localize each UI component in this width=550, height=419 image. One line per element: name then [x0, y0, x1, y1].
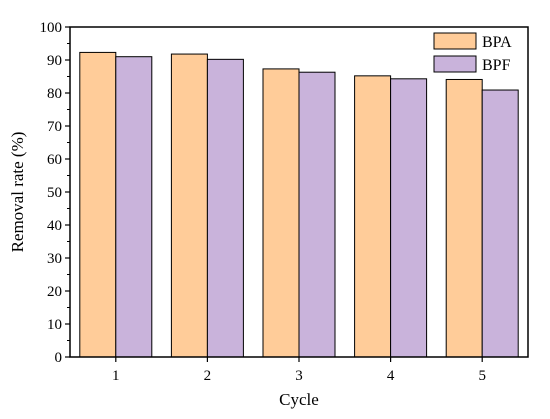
x-tick-label: 2	[204, 368, 212, 384]
y-axis: 0 10 20 30 40 50 60 70 80 90 100	[40, 20, 70, 366]
y-tick-label: 40	[47, 218, 62, 234]
y-axis-label: Removal rate (%)	[8, 132, 27, 253]
bar-bpa-cycle-1	[79, 51, 117, 358]
x-axis: 1 2 3 4 5	[112, 357, 486, 384]
y-tick-label: 100	[40, 20, 63, 36]
bar-bpf-cycle-2	[206, 58, 244, 358]
y-tick-label: 80	[47, 86, 62, 102]
bar-bpa-cycle-3	[262, 68, 300, 358]
x-axis-label: Cycle	[279, 390, 319, 409]
bar-bpa-cycle-2	[170, 53, 208, 358]
x-tick-label: 4	[387, 368, 395, 384]
y-tick-label: 60	[47, 152, 62, 168]
x-tick-label: 3	[295, 368, 303, 384]
y-tick-label: 0	[55, 350, 63, 366]
bar-bpf-cycle-5	[481, 89, 519, 358]
legend-swatch-bpa	[433, 32, 477, 50]
x-tick-label: 1	[112, 368, 120, 384]
y-tick-label: 90	[47, 53, 62, 69]
bar-bpa-cycle-5	[445, 78, 483, 358]
legend-label-bpa: BPA	[482, 34, 512, 51]
legend-swatch-bpf	[433, 55, 477, 73]
bar-bpf-cycle-4	[390, 78, 428, 358]
y-tick-label: 20	[47, 284, 62, 300]
y-tick-label: 10	[47, 317, 62, 333]
bars-layer	[79, 51, 519, 358]
legend: BPA BPF	[433, 32, 512, 74]
x-tick-label: 5	[478, 368, 486, 384]
y-tick-label: 50	[47, 185, 62, 201]
y-tick-label: 30	[47, 251, 62, 267]
y-tick-label: 70	[47, 119, 62, 135]
bar-bpa-cycle-4	[354, 75, 392, 358]
bar-bpf-cycle-3	[298, 71, 336, 358]
legend-label-bpf: BPF	[482, 57, 511, 74]
bar-bpf-cycle-1	[115, 56, 153, 358]
